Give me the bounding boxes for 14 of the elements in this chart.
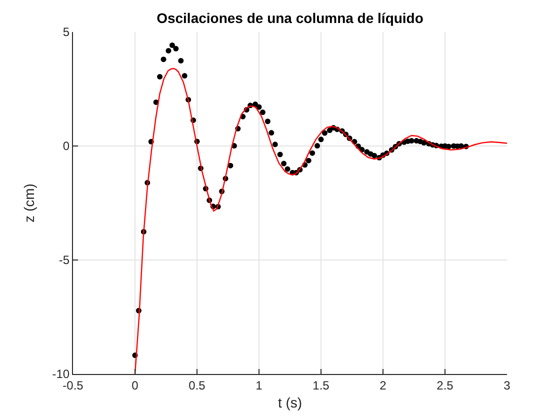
y-tick-label: -5 bbox=[58, 253, 70, 268]
x-tick-label: 3 bbox=[504, 378, 511, 392]
x-tick-label: 2.5 bbox=[436, 378, 454, 392]
y-tick-label: 5 bbox=[62, 25, 70, 40]
x-tick-label: 0.5 bbox=[188, 378, 206, 392]
x-tick-label: 2 bbox=[380, 378, 387, 392]
x-tick-label: 0 bbox=[132, 378, 139, 392]
x-tick-label: 1 bbox=[256, 378, 263, 392]
line-series bbox=[134, 68, 507, 374]
y-tick-label: 0 bbox=[62, 139, 70, 154]
chart-title: Oscilaciones de una columna de líquido bbox=[156, 10, 424, 26]
x-axis-title: t (s) bbox=[278, 394, 302, 411]
y-axis-title: z (cm) bbox=[20, 184, 37, 222]
x-tick-label: 1.5 bbox=[312, 378, 330, 392]
